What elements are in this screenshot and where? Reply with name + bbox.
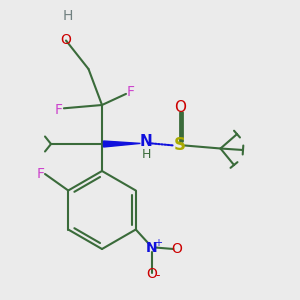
Text: O: O — [174, 100, 186, 116]
Text: S: S — [174, 136, 186, 154]
Text: O: O — [61, 34, 71, 47]
Text: F: F — [55, 103, 62, 116]
Text: F: F — [37, 167, 44, 181]
Text: O: O — [146, 268, 157, 281]
Text: O: O — [172, 242, 182, 256]
Text: +: + — [154, 238, 162, 248]
Text: H: H — [62, 10, 73, 23]
Text: N: N — [146, 241, 157, 254]
Polygon shape — [103, 141, 140, 147]
Text: H: H — [142, 148, 151, 161]
Text: F: F — [127, 85, 134, 98]
Text: -: - — [156, 269, 160, 283]
Text: N: N — [140, 134, 153, 149]
